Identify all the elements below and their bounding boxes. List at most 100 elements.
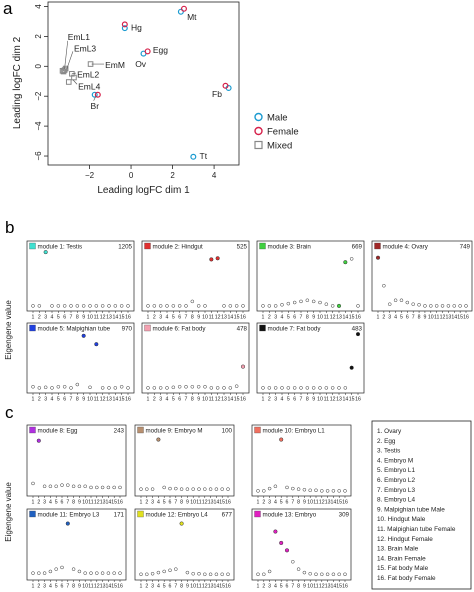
eigengene-point — [291, 486, 295, 491]
mds-y-tick-label: −6 — [34, 151, 43, 161]
module-x-tick-label: 16 — [225, 584, 231, 590]
module-x-tick-label: 14 — [214, 500, 220, 506]
module-x-tick-label: 15 — [457, 315, 463, 321]
eigengene-point — [179, 521, 184, 526]
module-x-tick-label: 1 — [140, 500, 143, 506]
module-x-tick-label: 4 — [274, 500, 277, 506]
eigengene-point — [314, 488, 318, 493]
module-x-tick-label: 3 — [268, 500, 271, 506]
eigengene-point — [185, 487, 190, 491]
module-x-tick-label: 8 — [76, 315, 79, 321]
eigengene-point — [81, 304, 86, 308]
eigengene-point — [197, 487, 201, 491]
eigengene-point — [174, 567, 178, 571]
module-x-tick-label: 12 — [440, 315, 446, 321]
eigengene-point — [296, 487, 301, 491]
module-x-tick-label: 2 — [262, 500, 265, 506]
eigengene-point — [273, 386, 278, 390]
eigengene-point — [343, 386, 348, 390]
module-x-tick-label: 5 — [280, 584, 283, 590]
mds-point-label: Hg — [131, 22, 142, 32]
eigengene-point — [320, 489, 324, 493]
eigengene-point — [113, 304, 118, 308]
module-gene-count: 483 — [352, 326, 363, 333]
module-x-tick-label: 13 — [106, 397, 112, 403]
eigengene-point — [89, 485, 93, 490]
module-x-tick-label: 1 — [147, 315, 150, 321]
module-x-tick-label: 7 — [66, 584, 69, 590]
eigengene-point — [261, 304, 265, 308]
module-x-tick-label: 10 — [82, 584, 88, 590]
eigengene-point — [285, 485, 289, 490]
module-x-tick-label: 16 — [240, 315, 246, 321]
mds-leader-line — [64, 40, 69, 69]
module-x-tick-label: 2 — [268, 315, 271, 321]
module-frame — [141, 240, 250, 312]
sample-key-item: 8. Embryo L4 — [377, 497, 415, 504]
eigengene-point — [393, 298, 398, 303]
eigengene-point — [184, 304, 188, 308]
module-x-tick-label: 7 — [300, 397, 303, 403]
module-x-tick-label: 11 — [434, 315, 439, 321]
eigengene-point — [177, 385, 182, 389]
eigengene-point — [292, 300, 297, 305]
module-x-tick-label: 15 — [336, 584, 342, 590]
module-x-tick-label: 10 — [87, 397, 93, 403]
eigengene-point — [168, 486, 172, 491]
module-x-tick-label: 7 — [291, 584, 294, 590]
module-x-tick-label: 9 — [423, 315, 426, 321]
module-x-tick-label: 12 — [215, 397, 221, 403]
module-frame — [134, 508, 235, 581]
eigengene-point — [203, 487, 207, 491]
eigengene-point — [464, 304, 468, 308]
eigengene-point — [48, 484, 53, 489]
mds-leader-line — [72, 79, 78, 85]
mds-plot-frame — [47, 1, 240, 166]
eigengene-point — [226, 487, 230, 491]
module-x-tick-label: 16 — [355, 397, 361, 403]
legend-swatch-male — [254, 112, 263, 122]
module-x-tick-label: 6 — [178, 315, 181, 321]
mds-point-label: EmL3 — [74, 43, 96, 53]
mds-point-female — [180, 5, 187, 12]
module-x-tick-label: 8 — [72, 584, 75, 590]
eigengene-point — [452, 304, 457, 308]
module-x-tick-label: 7 — [70, 397, 73, 403]
module-x-tick-label: 4 — [394, 315, 397, 321]
sample-key-item: 16. Fat body Female — [377, 575, 436, 582]
eigengene-point — [234, 304, 239, 308]
mds-x-tick-label: 0 — [129, 171, 134, 180]
eigengene-point — [311, 386, 316, 390]
module-x-tick-label: 16 — [240, 397, 246, 403]
mds-y-tick-label: 2 — [34, 34, 43, 39]
module-color-swatch — [29, 426, 36, 434]
module-x-tick-label: 8 — [297, 500, 300, 506]
module-x-tick-label: 6 — [61, 500, 64, 506]
module-x-tick-label: 5 — [163, 500, 166, 506]
module-x-tick-label: 9 — [186, 584, 189, 590]
eigengene-point — [305, 298, 310, 303]
eigengene-point — [106, 485, 111, 490]
module-title: module 13: Embryo — [263, 512, 317, 519]
module-x-tick-label: 3 — [44, 315, 47, 321]
eigengene-point — [220, 572, 224, 577]
eigengene-point — [318, 386, 322, 390]
eigengene-point — [69, 386, 73, 390]
mds-x-tick-label: −2 — [85, 171, 95, 180]
module-frame — [256, 240, 365, 312]
module-title: module 7: Fat body — [268, 326, 322, 333]
module-x-tick-label: 15 — [349, 315, 355, 321]
mds-point-mixed — [59, 67, 66, 74]
module-x-tick-label: 13 — [106, 315, 112, 321]
module-x-tick-label: 13 — [208, 500, 214, 506]
module-x-tick-label: 12 — [100, 397, 106, 403]
eigengene-point — [228, 386, 233, 390]
module-gene-count: 1205 — [118, 244, 132, 251]
eigengene-point — [165, 304, 169, 308]
module-x-tick-label: 5 — [163, 584, 166, 590]
mds-point-label: EmL4 — [78, 81, 100, 91]
eigengene-point — [302, 487, 307, 492]
eigengene-point — [220, 487, 224, 491]
